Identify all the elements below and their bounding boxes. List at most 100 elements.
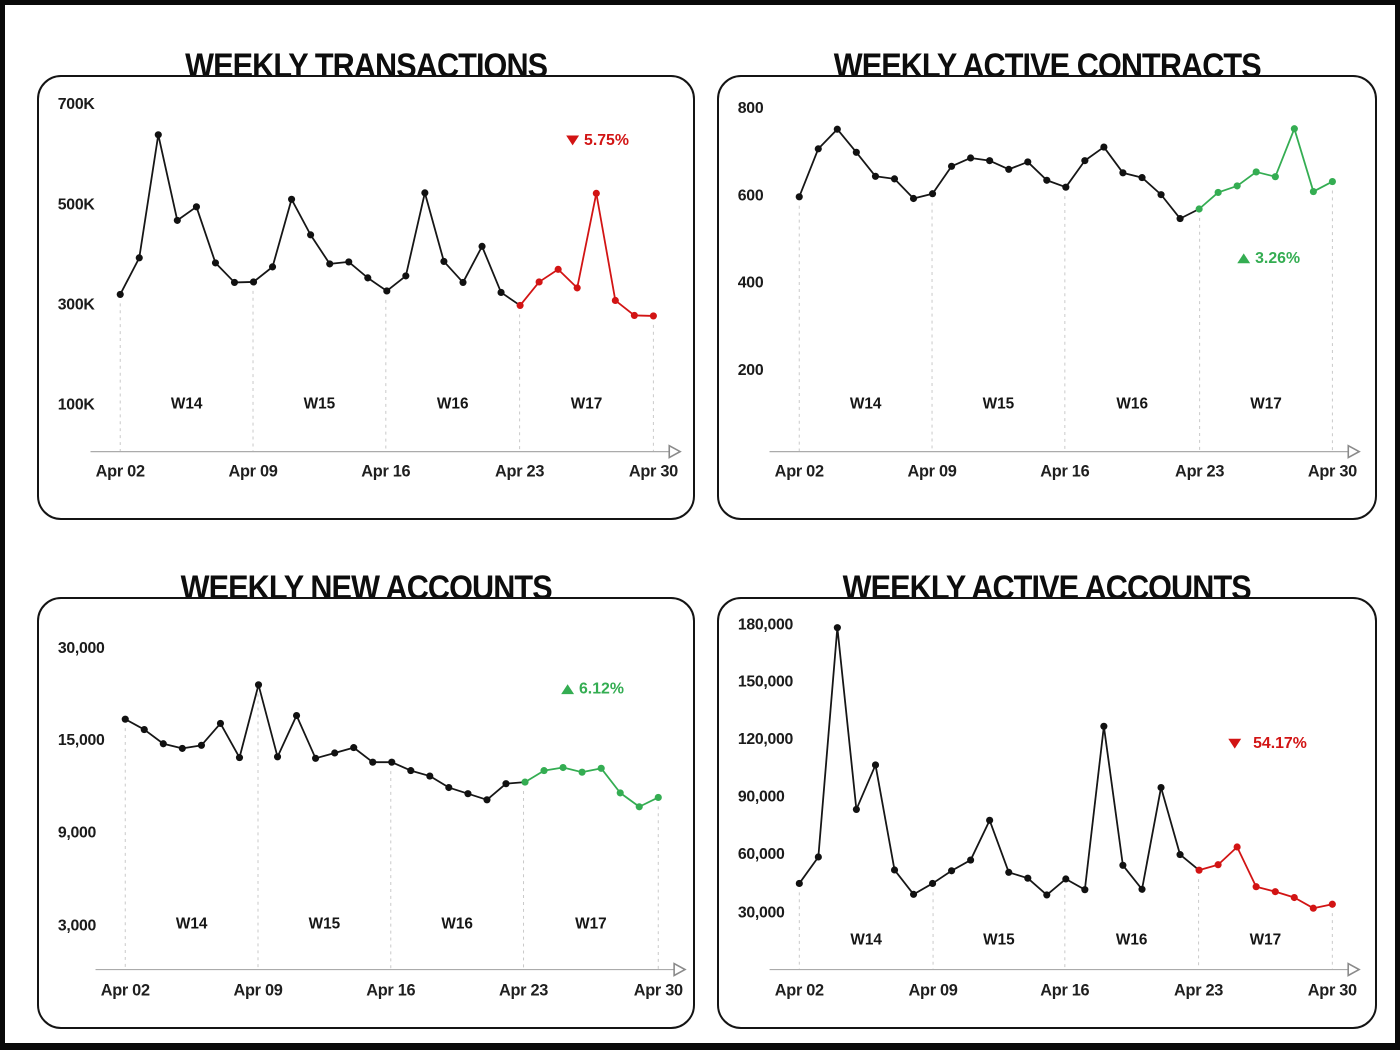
x-tick-label: Apr 16 [1040,462,1089,480]
data-point [483,796,491,804]
data-point [268,263,277,271]
data-point [630,311,638,320]
data-point [1290,893,1298,902]
data-point [249,278,258,286]
series-segment [931,165,953,195]
series-segment [1274,128,1296,178]
data-point [1043,176,1051,184]
data-point [1119,169,1127,177]
data-point [597,764,605,772]
week-label: W16 [441,915,473,932]
data-point [192,203,201,211]
series-segment [500,291,521,307]
triangle-down-icon [1228,738,1242,749]
data-point [173,216,181,224]
data-point [516,301,524,309]
series-segment [386,275,407,292]
series-segment [1141,176,1162,196]
data-point [288,195,296,203]
series-segment [614,299,635,317]
data-point [1119,861,1127,869]
change-badge: 3.26% [1237,250,1300,267]
series-segment [219,723,241,759]
x-tick-label: Apr 23 [495,462,544,480]
data-point [890,175,899,183]
data-point [1271,888,1279,896]
series-segment [1160,787,1181,855]
series-segment [855,764,877,810]
data-point [135,254,143,262]
series-segment [913,882,934,896]
series-segment [486,782,507,801]
series-segment [309,234,331,265]
series-segment [817,627,839,858]
x-tick-label: Apr 23 [499,981,548,999]
series-segment [1141,787,1162,890]
data-point [611,296,619,305]
y-tick-label: 150,000 [738,674,794,691]
data-point [1062,875,1070,883]
axis-arrow-icon [1347,962,1361,977]
data-point [1290,125,1298,133]
data-point [573,284,581,292]
data-point [909,890,918,898]
series-segment [1198,191,1219,210]
data-point [1024,874,1032,882]
data-point [369,758,377,766]
series-segment [1312,180,1333,193]
series-segment [798,148,820,198]
data-point [1195,205,1203,213]
series-segment [353,746,374,763]
data-point [1138,174,1146,182]
data-point [1271,173,1279,181]
data-point [928,190,937,198]
series-segment [1027,877,1048,896]
series-segment [874,764,896,871]
data-point [540,767,548,775]
series-segment [238,684,260,758]
x-tick-label: Apr 30 [1308,981,1357,999]
series-segment [969,819,991,861]
data-point [654,793,662,802]
data-point [1138,885,1146,893]
chart-section-weekly-new-accounts: WEEKLY NEW ACCOUNTS 30,000 15,000 9,000 3,0… [37,569,695,1029]
line-chart-weekly-new-accounts: 30,000 15,000 9,000 3,000 Apr 02 Apr 09 Apr 16… [58,640,687,999]
x-tick-label: Apr 16 [1040,981,1089,999]
series-segment [1102,726,1124,866]
chart-card-weekly-active-contracts: 800 600 400 200 Apr 02 Apr 09 Apr 16 Apr 23 Apr … [717,75,1377,520]
data-point [578,768,586,776]
series-segment [538,268,559,283]
week-label: W15 [983,396,1015,413]
triangle-up-icon [561,684,575,695]
data-point [616,789,624,797]
data-point [116,290,124,298]
series-segment [557,268,578,289]
axis-arrow-icon [673,962,687,977]
data-point [1309,187,1317,196]
data-point [521,778,529,786]
series-segment [481,246,502,293]
series-segment [619,792,640,808]
chart-section-weekly-active-accounts: WEEKLY ACTIVE ACCOUNTS 180,000 150,000 120… [717,569,1377,1029]
series-segment [1083,726,1105,890]
series-segment [1217,846,1238,866]
x-tick-label: Apr 09 [233,981,282,999]
y-tick-label: 9,000 [58,824,97,841]
y-tick-label: 120,000 [738,731,794,748]
y-tick-label: 600 [738,187,764,204]
data-point [197,741,206,749]
x-tick-label: Apr 02 [96,462,145,480]
data-point [326,260,334,268]
data-point [1328,900,1336,908]
change-percent: 6.12% [579,681,624,698]
data-point [464,790,472,798]
data-point [833,125,841,133]
data-point [1214,861,1222,869]
data-point [1233,182,1241,190]
change-percent: 54.17% [1253,735,1307,752]
series-segment [798,856,820,884]
data-point [559,763,567,772]
data-point [1100,722,1108,730]
data-point [178,744,186,752]
data-point [986,157,994,165]
